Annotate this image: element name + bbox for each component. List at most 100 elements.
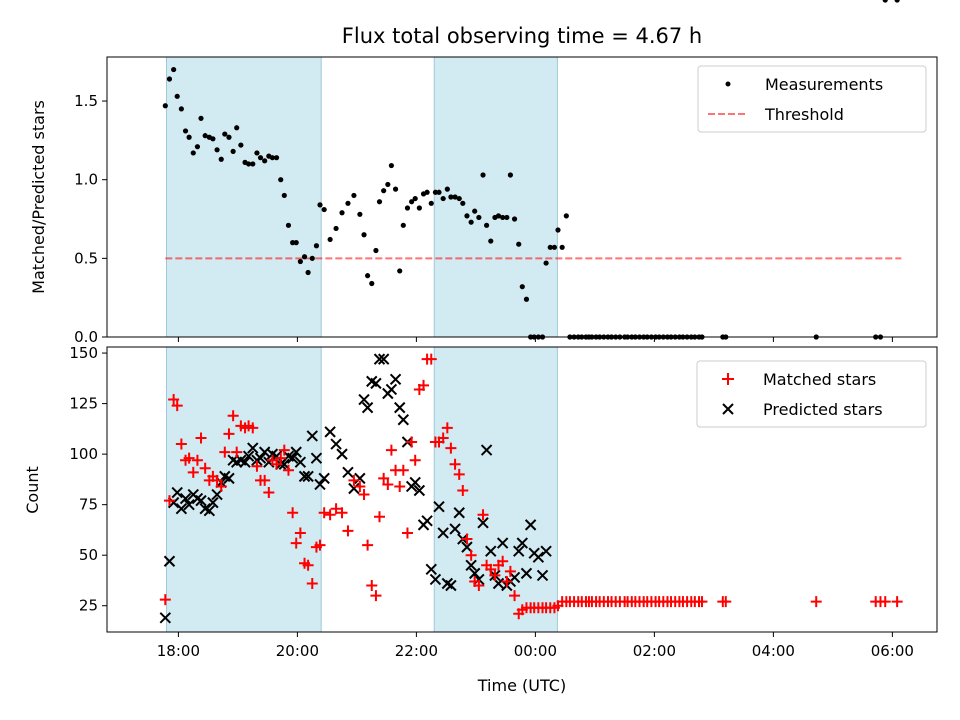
top-y-tick-label: 1.5	[74, 92, 98, 110]
measurement-point	[321, 206, 327, 213]
measurement-point	[563, 213, 569, 219]
x-axis-label: Time (UTC)	[477, 676, 566, 695]
measurement-point	[547, 244, 553, 250]
matched-star-point	[294, 527, 306, 539]
measurement-point	[369, 280, 375, 287]
matched-star-point	[489, 569, 501, 581]
matched-star-point	[306, 577, 318, 589]
matched-star-point	[504, 565, 516, 577]
predicted-star-point	[453, 507, 465, 519]
matched-star-point	[394, 480, 406, 492]
predicted-star-point	[203, 505, 216, 517]
predicted-star-point	[310, 452, 323, 464]
observing-bands-top	[165, 56, 558, 338]
measurement-point	[476, 214, 482, 221]
observing-bands-bottom	[165, 346, 558, 633]
predicted-star-point	[465, 559, 477, 572]
matched-star-point	[247, 422, 259, 434]
matched-star-point	[366, 580, 378, 592]
predicted-star-point	[397, 414, 410, 426]
predicted-star-point	[242, 450, 255, 462]
predicted-star-point	[342, 466, 354, 479]
measurement-point	[301, 254, 308, 260]
predicted-star-point	[290, 446, 302, 458]
predicted-star-point	[179, 492, 192, 505]
matched-star-point	[397, 464, 409, 476]
measurement-point	[214, 147, 220, 153]
matched-star-point	[378, 472, 390, 484]
predicted-star-point	[298, 470, 311, 483]
predicted-star-point	[445, 579, 457, 592]
measurement-point	[278, 177, 284, 183]
matched-star-point	[879, 596, 891, 608]
observing-band-bottom-0	[165, 346, 322, 633]
x-tick-label: 06:00	[871, 642, 914, 660]
x-tick-label: 00:00	[514, 642, 557, 660]
matched-star-point	[465, 549, 477, 561]
matched-star-point	[810, 596, 822, 608]
x-tick-label: 18:00	[157, 642, 200, 660]
predicted-star-point	[389, 373, 402, 386]
matched-star-point	[445, 442, 457, 454]
measurement-point	[327, 236, 333, 243]
measurement-point	[171, 66, 177, 73]
measurement-point	[339, 210, 345, 216]
x-tick-label: 02:00	[633, 642, 676, 660]
matched-star-point	[171, 400, 183, 412]
matched-star-point	[497, 555, 509, 567]
measurement-point	[376, 199, 383, 205]
measurement-point	[345, 200, 351, 206]
predicted-star-point	[532, 551, 545, 563]
predicted-star-point	[294, 456, 307, 468]
measurement-point	[174, 93, 180, 99]
predicted-star-point	[524, 519, 537, 531]
predicted-star-point	[361, 401, 374, 414]
matched-star-point	[354, 480, 366, 492]
measurement-point	[397, 268, 403, 274]
legend-matched-label: Matched stars	[763, 370, 876, 389]
matched-star-point	[342, 525, 354, 537]
predicted-star-point	[159, 612, 172, 624]
predicted-star-point	[207, 496, 219, 509]
matched-star-point	[336, 507, 348, 519]
matched-star-point	[453, 468, 465, 480]
predicted-star-point	[480, 444, 493, 456]
predicted-star-point	[336, 448, 348, 460]
measurement-point	[543, 260, 549, 266]
measurement-point	[500, 214, 506, 221]
matched-star-point	[418, 379, 430, 391]
matched-star-point	[441, 422, 453, 434]
legend-bottom-box	[696, 360, 927, 428]
measurement-point	[460, 200, 466, 206]
predicted-star-point	[429, 573, 442, 586]
measurement-point	[444, 186, 450, 192]
predicted-star-point	[175, 502, 188, 515]
matched-star-point	[891, 596, 903, 608]
legend-threshold-label: Threshold	[764, 105, 844, 124]
predicted-star-point	[239, 456, 251, 468]
measurement-point	[262, 158, 268, 164]
matched-star-point	[183, 452, 195, 464]
measurement-point	[269, 155, 276, 161]
matched-star-point	[720, 596, 732, 608]
bottom-y-tick-label: 25	[79, 597, 98, 615]
predicted-star-point	[163, 555, 176, 567]
measurement-point	[388, 162, 395, 169]
measurement-point	[559, 244, 565, 250]
bottom-y-tick-label: 50	[79, 546, 98, 564]
measurement-point	[182, 128, 189, 134]
predicted-star-point	[520, 567, 533, 580]
matched-star-point	[425, 353, 437, 365]
measurement-point	[257, 155, 264, 161]
predicted-star-point	[370, 377, 382, 390]
matched-star-point	[211, 474, 223, 486]
matched-star-point	[382, 478, 394, 490]
legend-measurements-marker	[725, 81, 731, 87]
predicted-star-point	[223, 472, 235, 485]
measurement-point	[333, 225, 339, 232]
measurement-point	[351, 192, 357, 199]
matched-star-point	[401, 527, 413, 539]
predicted-star-point	[409, 476, 421, 489]
x-tick-label: 04:00	[752, 642, 795, 660]
